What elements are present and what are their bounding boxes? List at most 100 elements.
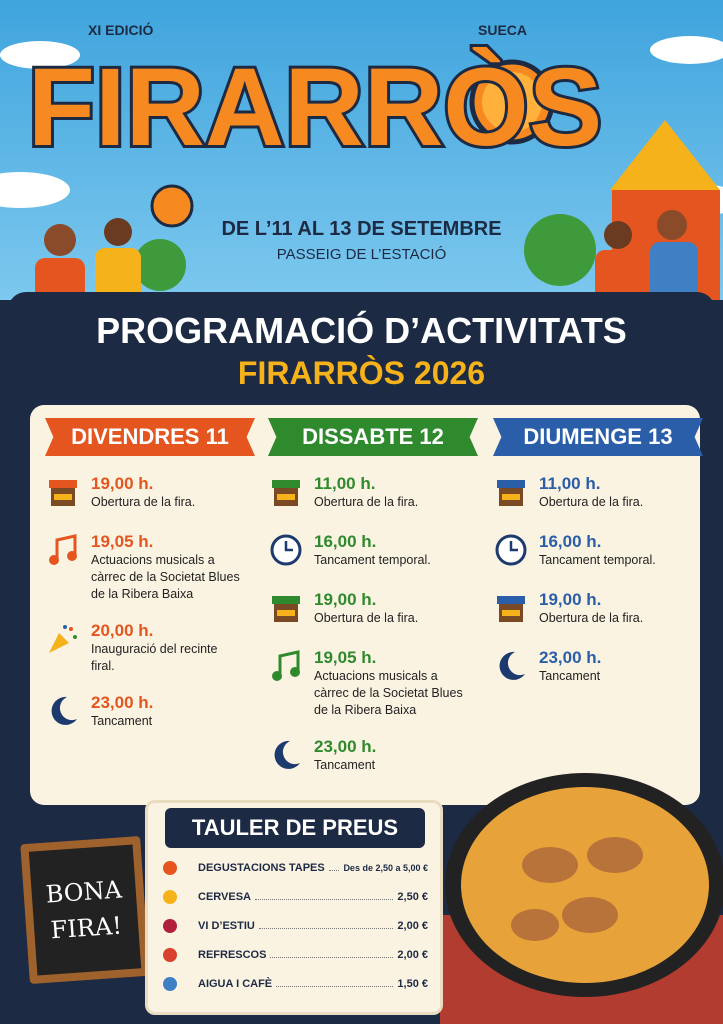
event: 16,00 h. Tancament temporal. (268, 532, 478, 572)
price-icon (163, 919, 177, 933)
item-price: 2,00 € (397, 949, 428, 961)
event-text: Obertura de la fira. (314, 495, 419, 509)
item-name: CERVESA (198, 891, 251, 903)
leader (258, 928, 394, 929)
event-body: 19,00 h. Obertura de la fira. (539, 590, 689, 630)
event-time: 19,00 h. (91, 474, 154, 493)
event-body: 19,00 h. Obertura de la fira. (314, 590, 464, 630)
price-row: REFRESCOS 2,00 € (163, 948, 428, 962)
leader (254, 899, 394, 900)
event-body: 19,05 h. Actuacions musicals a càrrec de … (314, 648, 464, 719)
item-name: VI D’ESTIU (198, 920, 255, 932)
item-price: Des de 2,50 a 5,00 € (343, 863, 428, 873)
event-body: 19,05 h. Actuacions musicals a càrrec de … (91, 532, 241, 603)
event-icon (49, 625, 77, 653)
event: 19,00 h. Obertura de la fira. (493, 590, 703, 630)
event-text: Obertura de la fira. (314, 611, 419, 625)
paella (440, 773, 723, 1024)
event-icon (49, 534, 77, 565)
event-icon (49, 480, 77, 506)
event: 11,00 h. Obertura de la fira. (268, 474, 478, 514)
event: 19,05 h. Actuacions musicals a càrrec de … (268, 648, 478, 719)
event-body: 23,00 h. Tancament (91, 693, 241, 733)
price-icon (163, 977, 177, 991)
event-text: Tancament temporal. (539, 553, 656, 567)
event-body: 16,00 h. Tancament temporal. (314, 532, 464, 572)
leader (270, 957, 394, 958)
event-icon (272, 480, 300, 506)
event-icon (270, 534, 302, 566)
event: 23,00 h. Tancament (268, 737, 478, 777)
event-icon (495, 534, 527, 566)
event-time: 16,00 h. (539, 532, 602, 551)
price-title: TAULER DE PREUS (165, 808, 425, 848)
event-time: 19,05 h. (314, 648, 377, 667)
item-name: DEGUSTACIONS TAPES (198, 862, 325, 874)
event-body: 11,00 h. Obertura de la fira. (539, 474, 689, 514)
event: 19,00 h. Obertura de la fira. (268, 590, 478, 630)
event-text: Obertura de la fira. (539, 495, 644, 509)
day-column: DISSABTE 12 11,00 h. Obertura de la fira. 1… (268, 418, 478, 777)
event-icon (274, 740, 300, 769)
event-text: Inauguració del recinte firal. (91, 642, 218, 673)
event: 23,00 h. Tancament (493, 648, 703, 688)
event-body: 20,00 h. Inauguració del recinte firal. (91, 621, 241, 675)
item-price: 2,00 € (397, 920, 428, 932)
sign: BONA FIRA! (20, 835, 150, 985)
price-icon (163, 948, 177, 962)
edition: XI EDICIÓ (88, 22, 154, 38)
day-header: DIVENDRES 11 (45, 418, 255, 456)
event-time: 11,00 h. (314, 474, 376, 493)
event: 23,00 h. Tancament (45, 693, 255, 733)
event-body: 23,00 h. Tancament (539, 648, 689, 688)
event-time: 23,00 h. (539, 648, 602, 667)
price-row: VI D’ESTIU 2,00 € (163, 919, 428, 933)
event: 16,00 h. Tancament temporal. (493, 532, 703, 572)
item-name: AIGUA I CAFÈ (198, 978, 273, 990)
event-body: 16,00 h. Tancament temporal. (539, 532, 689, 572)
event: 11,00 h. Obertura de la fira. (493, 474, 703, 514)
event: 20,00 h. Inauguració del recinte firal. (45, 621, 255, 675)
event-time: 23,00 h. (91, 693, 154, 712)
event-text: Obertura de la fira. (539, 611, 644, 625)
event-icon (499, 651, 525, 680)
event: 19,00 h. Obertura de la fira. (45, 474, 255, 514)
event-time: 19,00 h. (314, 590, 377, 609)
dates: DE L’11 AL 13 DE SETEMBRE (221, 218, 502, 240)
day-header: DISSABTE 12 (268, 418, 478, 456)
leader (328, 870, 340, 871)
event-text: Actuacions musicals a càrrec de la Socie… (314, 669, 463, 717)
event-text: Tancament (314, 758, 376, 772)
event-time: 23,00 h. (314, 737, 377, 756)
price-icon (163, 890, 177, 904)
price-icon (163, 861, 177, 875)
event-icon (497, 480, 525, 506)
sign-line: BONA (44, 875, 123, 909)
item-price: 1,50 € (397, 978, 428, 990)
header-art: FIRARRÒS (0, 36, 723, 300)
price-row: DEGUSTACIONS TAPES Des de 2,50 a 5,00 € (163, 861, 428, 875)
event-time: 20,00 h. (91, 621, 154, 640)
day-column: DIUMENGE 13 11,00 h. Obertura de la fira. 1… (493, 418, 703, 688)
event-text: Tancament temporal. (314, 553, 431, 567)
event-time: 16,00 h. (314, 532, 377, 551)
event-time: 11,00 h. (539, 474, 601, 493)
sign-line: FIRA! (49, 911, 123, 945)
schedule-card (30, 405, 700, 805)
day-column: DIVENDRES 11 19,00 h. Obertura de la fira.… (45, 418, 255, 733)
day-header: DIUMENGE 13 (493, 418, 703, 456)
event-icon (497, 596, 525, 622)
event-body: 11,00 h. Obertura de la fira. (314, 474, 464, 514)
item-price: 2,50 € (397, 891, 428, 903)
program-subtitle: FIRARRÒS 2026 (237, 355, 486, 391)
event-title: FIRARRÒS (28, 46, 602, 169)
event-text: Obertura de la fira. (91, 495, 196, 509)
event-body: 19,00 h. Obertura de la fira. (91, 474, 241, 514)
event-icon (51, 696, 77, 725)
venue: PASSEIG DE L’ESTACIÓ (276, 246, 447, 263)
event-time: 19,00 h. (539, 590, 602, 609)
event-text: Tancament (539, 669, 601, 683)
price-row: CERVESA 2,50 € (163, 890, 428, 904)
leader (276, 986, 394, 987)
